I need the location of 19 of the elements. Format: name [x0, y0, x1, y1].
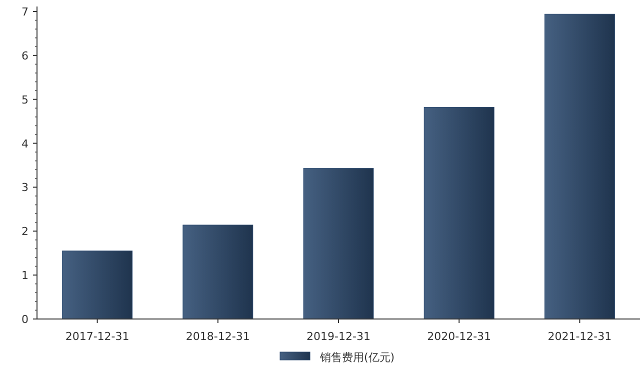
y-tick-label: 3 [22, 181, 28, 194]
y-tick-label: 6 [22, 49, 28, 62]
x-tick-label: 2020-12-31 [427, 330, 492, 343]
y-tick-label: 0 [22, 313, 28, 326]
y-tick-label: 1 [22, 269, 28, 282]
bar [303, 168, 374, 320]
x-tick-label: 2019-12-31 [306, 330, 370, 343]
bar [544, 14, 615, 320]
x-tick-label: 2017-12-31 [65, 330, 130, 343]
x-tick-label: 2021-12-31 [548, 330, 612, 343]
y-tick-label: 5 [22, 93, 28, 106]
y-tick-label: 4 [22, 137, 28, 150]
y-tick-label: 2 [22, 225, 28, 238]
bar [62, 250, 133, 320]
legend-label: 销售费用(亿元) [319, 351, 395, 364]
bar [182, 224, 254, 320]
x-tick-label: 2018-12-31 [186, 330, 250, 343]
bar [424, 107, 494, 320]
y-tick-label: 7 [22, 6, 28, 18]
